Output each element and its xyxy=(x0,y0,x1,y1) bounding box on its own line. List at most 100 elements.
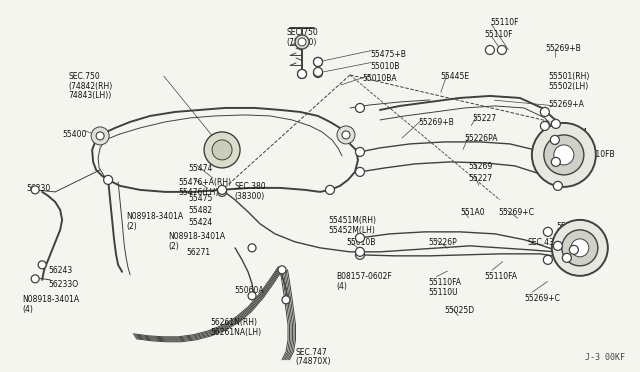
Text: 55226PA: 55226PA xyxy=(464,134,497,143)
Circle shape xyxy=(248,244,256,252)
Circle shape xyxy=(562,230,598,266)
Text: 56271: 56271 xyxy=(186,248,210,257)
Text: 55110FA: 55110FA xyxy=(484,272,517,281)
Text: 55269+B: 55269+B xyxy=(545,44,580,53)
Text: SEC.750
(74842(RH)
74843(LH)): SEC.750 (74842(RH) 74843(LH)) xyxy=(68,72,113,100)
Text: J-3 00KF: J-3 00KF xyxy=(585,353,625,362)
Circle shape xyxy=(31,275,39,283)
Circle shape xyxy=(282,296,290,304)
Circle shape xyxy=(295,35,309,49)
Text: 55474: 55474 xyxy=(188,164,212,173)
Circle shape xyxy=(314,67,323,77)
Circle shape xyxy=(355,147,364,156)
Text: 55010BA: 55010BA xyxy=(362,74,397,83)
Circle shape xyxy=(314,57,323,67)
Text: 55475+B: 55475+B xyxy=(370,50,406,59)
Circle shape xyxy=(552,157,561,166)
Circle shape xyxy=(212,140,232,160)
Text: 55269+A: 55269+A xyxy=(548,100,584,109)
Text: N08918-3401A
(2): N08918-3401A (2) xyxy=(126,212,183,231)
Circle shape xyxy=(298,70,307,78)
Circle shape xyxy=(355,247,364,256)
Text: 55269+C: 55269+C xyxy=(524,294,560,303)
Circle shape xyxy=(278,266,286,274)
Circle shape xyxy=(31,186,39,194)
Text: 55110FB: 55110FB xyxy=(582,150,616,159)
Circle shape xyxy=(554,182,563,190)
Circle shape xyxy=(540,121,549,131)
Circle shape xyxy=(298,70,307,78)
Text: 55445E: 55445E xyxy=(440,72,469,81)
Text: SEC.380
(38300): SEC.380 (38300) xyxy=(234,182,266,201)
Circle shape xyxy=(355,167,364,176)
Circle shape xyxy=(532,123,596,187)
Circle shape xyxy=(104,175,113,185)
Circle shape xyxy=(554,145,574,165)
Circle shape xyxy=(95,131,104,140)
Circle shape xyxy=(540,108,549,116)
Circle shape xyxy=(543,255,552,264)
Text: 55475: 55475 xyxy=(188,194,212,203)
Text: 551A0: 551A0 xyxy=(460,208,484,217)
Text: 56230: 56230 xyxy=(26,184,51,193)
Circle shape xyxy=(554,241,563,250)
Circle shape xyxy=(355,250,364,259)
Text: 55451M(RH)
55452M(LH): 55451M(RH) 55452M(LH) xyxy=(328,216,376,235)
Text: SEC.750
(75650): SEC.750 (75650) xyxy=(286,28,318,46)
Circle shape xyxy=(544,135,584,175)
Text: 55424: 55424 xyxy=(188,218,212,227)
Text: 55482: 55482 xyxy=(188,206,212,215)
Circle shape xyxy=(342,131,351,140)
Text: 55400: 55400 xyxy=(62,130,86,139)
Circle shape xyxy=(314,68,323,77)
Text: 56261N(RH)
56261NA(LH): 56261N(RH) 56261NA(LH) xyxy=(210,318,261,337)
Circle shape xyxy=(218,185,227,195)
Text: 55269+B: 55269+B xyxy=(418,118,454,127)
Text: SEC.747
(74870X): SEC.747 (74870X) xyxy=(295,348,330,366)
Text: 55110FA
55110U: 55110FA 55110U xyxy=(428,278,461,296)
Text: 55110F: 55110F xyxy=(490,18,518,27)
Circle shape xyxy=(91,127,109,145)
Circle shape xyxy=(563,253,572,262)
Text: 55010B: 55010B xyxy=(370,62,399,71)
Text: B08157-0602F
(4): B08157-0602F (4) xyxy=(336,272,392,291)
Circle shape xyxy=(38,261,46,269)
Circle shape xyxy=(571,239,589,257)
Text: 56243: 56243 xyxy=(48,266,72,275)
Text: 55110F: 55110F xyxy=(484,30,513,39)
Circle shape xyxy=(550,135,559,144)
Circle shape xyxy=(204,132,240,168)
Text: 55060A: 55060A xyxy=(234,286,264,295)
Text: 55269: 55269 xyxy=(468,162,492,171)
Circle shape xyxy=(552,119,561,128)
Text: 55226P: 55226P xyxy=(428,238,457,247)
Circle shape xyxy=(96,132,104,140)
Circle shape xyxy=(570,246,579,254)
Circle shape xyxy=(552,220,608,276)
Text: 56233O: 56233O xyxy=(48,280,78,289)
Text: 55269+D: 55269+D xyxy=(556,222,593,231)
Circle shape xyxy=(218,187,227,196)
Text: 55180M: 55180M xyxy=(556,128,587,137)
Circle shape xyxy=(497,45,506,54)
Text: 55269+C: 55269+C xyxy=(498,208,534,217)
Text: SEC.430: SEC.430 xyxy=(528,238,559,247)
Text: 55227: 55227 xyxy=(468,174,492,183)
Text: N08918-3401A
(4): N08918-3401A (4) xyxy=(22,295,79,314)
Circle shape xyxy=(543,227,552,236)
Circle shape xyxy=(342,131,350,139)
Text: N08918-3401A
(2): N08918-3401A (2) xyxy=(168,232,225,251)
Text: 55025D: 55025D xyxy=(444,306,474,315)
Circle shape xyxy=(314,57,323,67)
Circle shape xyxy=(248,292,256,300)
Circle shape xyxy=(298,38,306,46)
Circle shape xyxy=(355,233,364,242)
Text: 55476+A(RH)
55476(LH): 55476+A(RH) 55476(LH) xyxy=(178,178,231,196)
Circle shape xyxy=(485,45,494,54)
Text: 55501(RH)
55502(LH): 55501(RH) 55502(LH) xyxy=(548,72,589,91)
Circle shape xyxy=(337,126,355,144)
Text: 55010B: 55010B xyxy=(346,238,375,247)
Circle shape xyxy=(355,103,364,112)
Text: 55227: 55227 xyxy=(472,114,496,123)
Circle shape xyxy=(326,185,335,195)
